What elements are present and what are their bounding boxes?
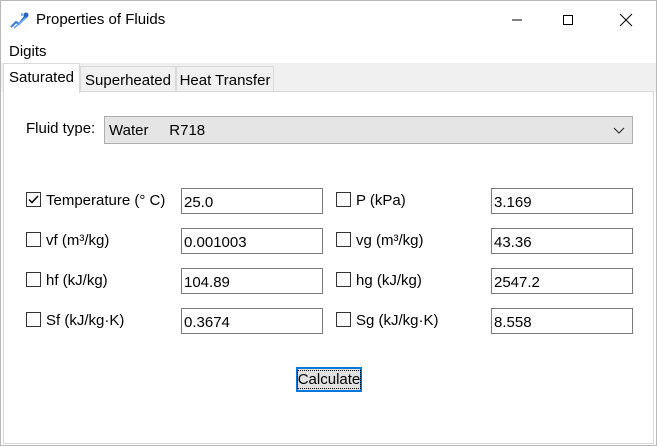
fluid-type-select[interactable]: Water R718: [104, 116, 633, 144]
sf-checkbox[interactable]: [26, 312, 41, 327]
minimize-button[interactable]: [494, 1, 540, 39]
temperature-checkbox[interactable]: [26, 192, 41, 207]
close-icon: [619, 13, 633, 27]
sg-label: Sg (kJ/kg·K): [356, 312, 439, 329]
menu-bar: Digits: [1, 39, 656, 63]
sg-checkbox[interactable]: [336, 312, 351, 327]
fluid-type-value: Water R718: [109, 122, 206, 139]
chevron-down-icon: [613, 127, 625, 134]
tab-superheated[interactable]: Superheated: [80, 66, 176, 92]
sg-field[interactable]: 8.558: [491, 308, 633, 334]
vf-field[interactable]: 0.001003: [181, 228, 323, 254]
calculate-label: Calculate: [296, 370, 362, 389]
vg-field[interactable]: 43.36: [491, 228, 633, 254]
vg-checkbox[interactable]: [336, 232, 351, 247]
hf-label: hf (kJ/kg): [46, 272, 108, 289]
fluid-type-label: Fluid type:: [26, 120, 96, 137]
fluid-app-icon: [10, 12, 29, 29]
pressure-label: P (kPa): [356, 192, 406, 209]
tab-strip: Saturated Superheated Heat Transfer: [1, 63, 656, 93]
title-bar[interactable]: Properties of Fluids: [1, 1, 656, 39]
window-title: Properties of Fluids: [36, 11, 166, 28]
maximize-icon: [563, 15, 573, 25]
pressure-checkbox[interactable]: [336, 192, 351, 207]
menu-digits[interactable]: Digits: [9, 43, 47, 60]
minimize-icon: [512, 19, 522, 21]
hg-field[interactable]: 2547.2: [491, 268, 633, 294]
temperature-field[interactable]: 25.0: [181, 188, 323, 214]
hg-label: hg (kJ/kg): [356, 272, 422, 289]
calculate-button[interactable]: Calculate: [296, 367, 362, 392]
pressure-field[interactable]: 3.169: [491, 188, 633, 214]
hg-checkbox[interactable]: [336, 272, 351, 287]
vf-label: vf (m³/kg): [46, 232, 110, 249]
checkmark-icon: [28, 195, 39, 204]
sf-label: Sf (kJ/kg·K): [46, 312, 125, 329]
vf-checkbox[interactable]: [26, 232, 41, 247]
temperature-label: Temperature (° C): [46, 192, 166, 209]
sf-field[interactable]: 0.3674: [181, 308, 323, 334]
vg-label: vg (m³/kg): [356, 232, 424, 249]
hf-checkbox[interactable]: [26, 272, 41, 287]
hf-field[interactable]: 104.89: [181, 268, 323, 294]
tab-heat-transfer[interactable]: Heat Transfer: [176, 66, 274, 92]
close-button[interactable]: [603, 1, 649, 39]
tab-saturated[interactable]: Saturated: [3, 63, 80, 93]
maximize-button[interactable]: [545, 1, 591, 39]
